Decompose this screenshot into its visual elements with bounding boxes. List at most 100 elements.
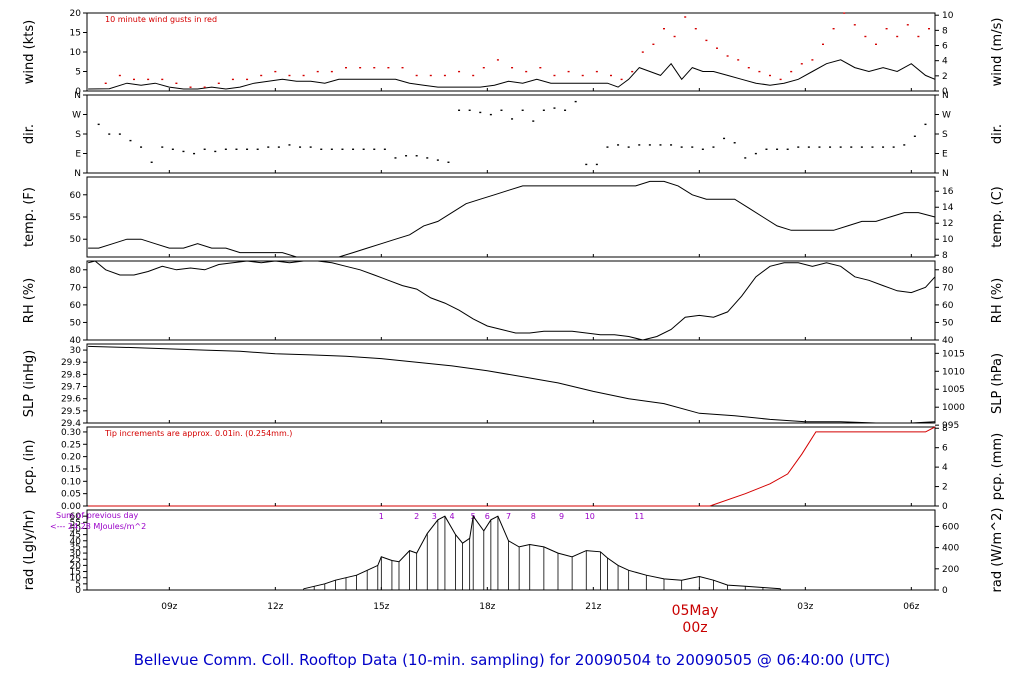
- data-point-dir: [829, 146, 832, 148]
- left-tick-label-wind: 10: [70, 48, 82, 58]
- series-line-temp: [88, 180, 936, 258]
- data-point-dir: [797, 146, 800, 148]
- data-point-wind: [768, 74, 771, 77]
- left-tick-label-rh: 60: [70, 301, 82, 311]
- left-tick-label-temp: 60: [70, 191, 82, 201]
- data-point-dir: [564, 109, 567, 111]
- left-tick-label-pcp: 0.10: [61, 477, 81, 487]
- left-tick-label-slp: 29.5: [61, 407, 81, 417]
- right-tick-label-wind: 10: [942, 11, 954, 21]
- right-tick-label-slp: 1015: [942, 349, 965, 359]
- left-axis-title-pcp: pcp. (in): [22, 440, 37, 494]
- data-point-dir: [182, 150, 185, 153]
- right-tick-label-rad: 0: [942, 586, 948, 596]
- page-title: Bellevue Comm. Coll. Rooftop Data (10-mi…: [133, 651, 891, 669]
- left-tick-label-rh: 40: [70, 336, 82, 346]
- data-point-wind: [662, 28, 665, 30]
- time-tick-label: 21z: [585, 602, 601, 612]
- annotation-line-rad: <--- 24.28 MJoules/m^2: [50, 522, 146, 531]
- data-point-wind: [853, 24, 856, 26]
- data-point-dir: [320, 148, 323, 150]
- data-point-dir: [617, 144, 620, 146]
- right-axis-title-wind: wind (m/s): [990, 18, 1005, 87]
- data-point-wind: [415, 74, 418, 77]
- data-point-wind: [496, 59, 499, 61]
- left-tick-label-dir: W: [72, 111, 81, 121]
- right-tick-label-wind: 6: [942, 42, 948, 52]
- data-point-dir: [924, 123, 927, 126]
- data-point-dir: [903, 144, 906, 146]
- data-point-dir: [712, 146, 715, 148]
- data-point-dir: [171, 148, 174, 150]
- date-label: 05May 00z: [660, 603, 730, 637]
- data-point-dir: [489, 113, 492, 116]
- right-tick-label-pcp: 0: [942, 502, 948, 512]
- right-axis-title-pcp: pcp. (mm): [990, 433, 1005, 500]
- data-point-wind: [631, 70, 634, 73]
- data-point-dir: [150, 161, 153, 163]
- data-point-dir: [723, 137, 726, 140]
- data-point-wind: [482, 67, 485, 69]
- left-tick-label-slp: 29.6: [61, 395, 81, 405]
- data-point-wind: [567, 70, 570, 73]
- data-point-dir: [892, 146, 895, 148]
- data-point-wind: [189, 86, 192, 88]
- data-point-wind: [344, 67, 347, 69]
- right-tick-label-rh: 70: [942, 283, 954, 293]
- data-point-wind: [330, 70, 333, 73]
- data-point-dir: [754, 152, 757, 155]
- data-point-wind: [705, 39, 708, 42]
- left-tick-label-rad: 35: [70, 543, 81, 553]
- right-tick-label-rh: 40: [942, 336, 954, 346]
- series-line-rad: [303, 514, 781, 590]
- data-point-wind: [203, 86, 206, 88]
- left-tick-label-rad: 15: [70, 568, 81, 578]
- left-tick-label-wind: 5: [75, 68, 81, 78]
- data-point-wind: [821, 43, 824, 45]
- right-tick-label-rh: 50: [942, 318, 954, 328]
- left-tick-label-pcp: 0.00: [61, 502, 81, 512]
- data-point-wind: [896, 35, 899, 38]
- left-tick-label-rad: 50: [70, 524, 82, 534]
- data-point-wind: [118, 74, 121, 77]
- data-point-wind: [927, 28, 930, 30]
- hour-marker-label: 4: [449, 512, 454, 521]
- data-point-wind: [104, 82, 107, 84]
- data-point-dir: [458, 109, 461, 111]
- right-tick-label-temp: 12: [942, 219, 953, 229]
- left-tick-label-slp: 29.7: [61, 383, 81, 393]
- data-point-dir: [426, 157, 429, 159]
- data-point-dir: [129, 139, 132, 142]
- right-tick-label-dir: S: [942, 130, 948, 140]
- panel-frame-rad: [86, 509, 936, 591]
- data-point-dir: [224, 148, 227, 150]
- right-tick-label-slp: 1010: [942, 367, 965, 377]
- data-point-dir: [542, 109, 545, 111]
- left-tick-label-pcp: 0.05: [61, 490, 81, 500]
- data-point-wind: [302, 74, 305, 77]
- right-tick-label-wind: 0: [942, 87, 948, 97]
- data-point-wind: [217, 82, 220, 84]
- panel-frame-slp: [86, 343, 936, 424]
- data-point-wind: [373, 67, 376, 69]
- right-tick-label-rad: 600: [942, 522, 959, 532]
- data-point-wind: [316, 70, 319, 73]
- right-tick-label-rad: 400: [942, 544, 959, 554]
- data-point-dir: [479, 111, 482, 114]
- hour-marker-label: 11: [634, 512, 644, 521]
- left-axis-title-slp: SLP (inHg): [22, 350, 37, 418]
- data-point-dir: [405, 155, 408, 157]
- time-tick-label: 12z: [267, 602, 283, 612]
- left-tick-label-rh: 50: [70, 318, 82, 328]
- right-axis-title-rh: RH (%): [990, 278, 1005, 323]
- time-tick-label: 09z: [161, 602, 177, 612]
- data-point-wind: [726, 55, 729, 57]
- data-point-wind: [790, 70, 793, 73]
- data-point-dir: [786, 148, 789, 150]
- right-tick-label-slp: 995: [942, 421, 959, 431]
- data-point-dir: [214, 150, 217, 153]
- data-point-wind: [175, 82, 178, 84]
- data-point-dir: [436, 159, 439, 161]
- data-point-wind: [917, 35, 920, 38]
- right-tick-label-dir: W: [942, 111, 951, 121]
